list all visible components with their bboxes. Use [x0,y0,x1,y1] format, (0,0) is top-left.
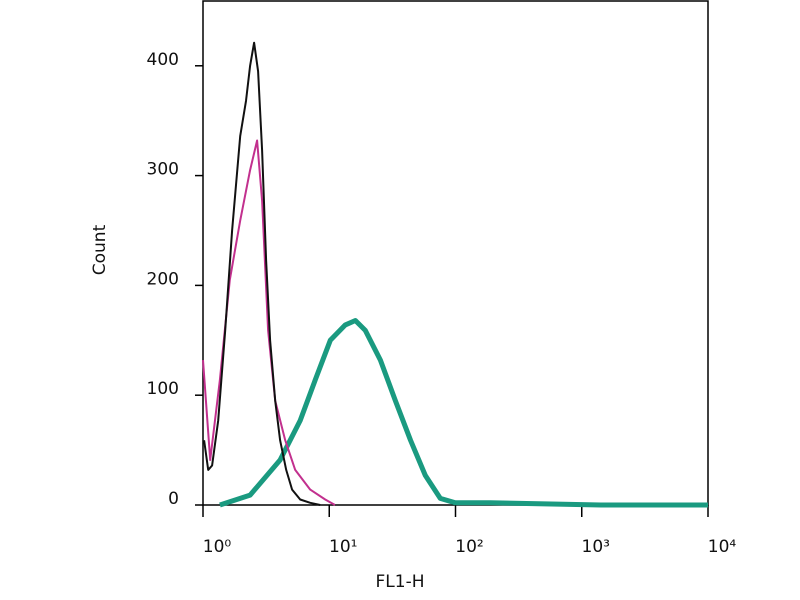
x-tick-label: 10² [455,537,483,557]
y-tick-label: 300 [147,160,179,180]
x-tick-label: 10¹ [329,537,357,557]
histogram-line [203,41,321,506]
y-tick-label: 200 [147,269,179,289]
y-tick-label: 0 [168,489,179,509]
y-tick-label: 100 [147,379,179,399]
x-tick-label: 10⁴ [708,537,737,557]
x-tick-label: 10³ [582,537,610,557]
histogram-line [219,318,708,508]
y-axis-label: Count [90,224,110,275]
x-axis-label: FL1-H [376,572,425,592]
x-tick-label: 10⁰ [203,537,232,557]
y-tick-label: 400 [147,50,179,70]
